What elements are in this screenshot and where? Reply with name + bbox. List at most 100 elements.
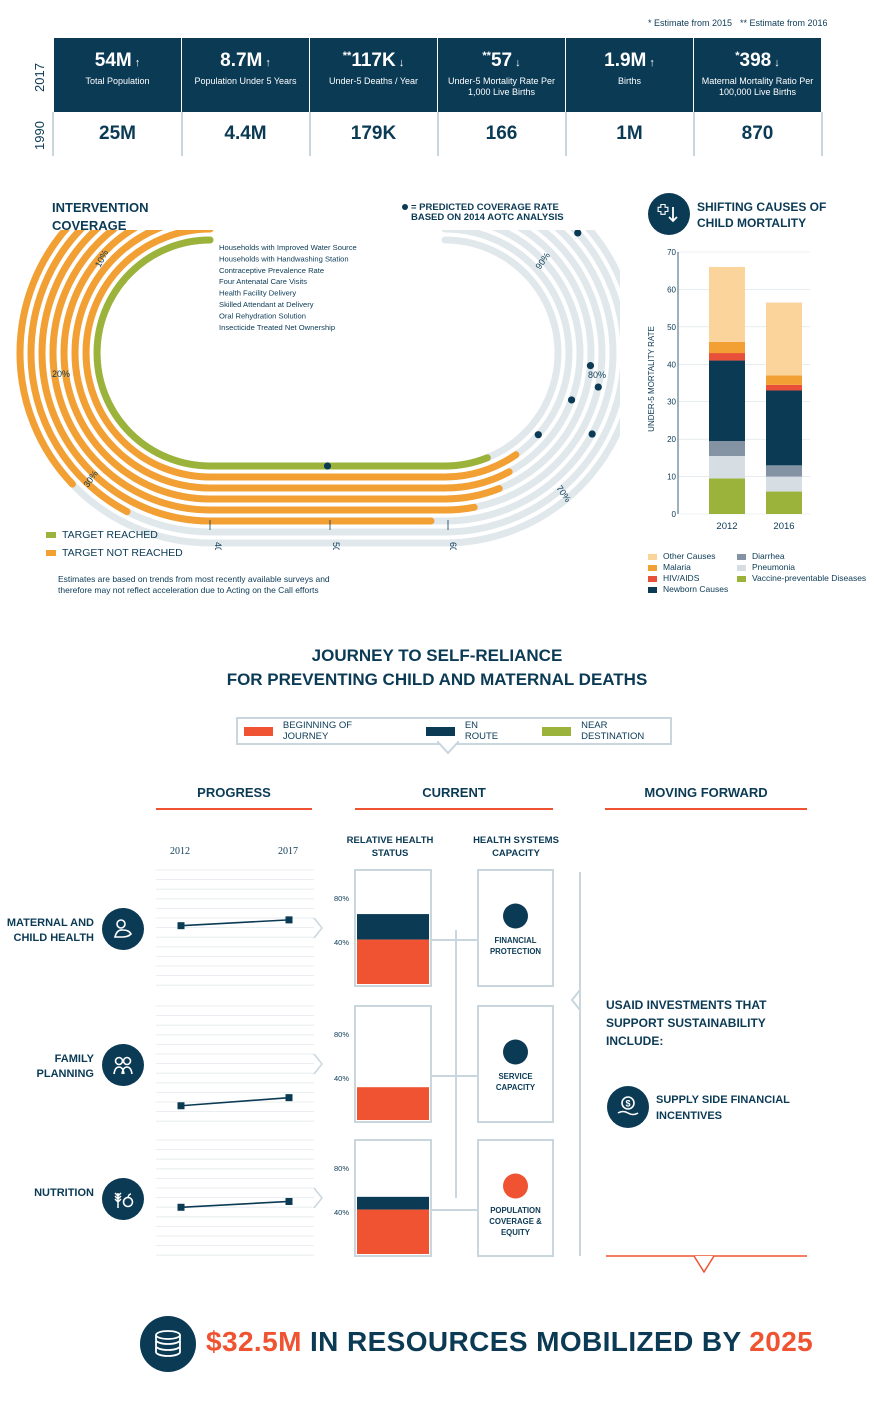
legend-pointer-icon bbox=[437, 741, 459, 755]
pct-40-label: 40% bbox=[334, 1074, 349, 1083]
not-reached-swatch bbox=[46, 550, 56, 557]
mortality-legend-item: Malaria bbox=[648, 562, 691, 572]
legend-label: Other Causes bbox=[663, 551, 716, 561]
coverage-series-label: Insecticide Treated Net Ownership bbox=[219, 323, 335, 332]
legend-swatch bbox=[648, 575, 657, 582]
stat-2017-cell: 54M ↑ Total Population bbox=[54, 38, 181, 112]
year-end-label: 2017 bbox=[278, 846, 298, 857]
stat-1990-value: 25M bbox=[54, 112, 183, 156]
table-left-border bbox=[52, 112, 54, 156]
y-tick-label: 20 bbox=[667, 435, 676, 444]
progress-pointer-icon bbox=[313, 1053, 323, 1075]
y-tick-label: 0 bbox=[672, 510, 677, 519]
x-tick-label: 2016 bbox=[773, 521, 794, 532]
mortality-bar-segment bbox=[709, 478, 745, 514]
target-reached-label: TARGET REACHED bbox=[62, 529, 158, 541]
stat-2017-cell: **57 ↓ Under-5 Mortality Rate Per 1,000 Li… bbox=[438, 38, 565, 112]
category-label-line1: MATERNAL AND bbox=[6, 917, 94, 929]
trend-arrow-icon: ↓ bbox=[398, 57, 405, 69]
coverage-bar bbox=[16, 230, 620, 547]
stat-2017-cell: 8.7M ↑ Population Under 5 Years bbox=[182, 38, 309, 112]
predicted-coverage-dot bbox=[594, 383, 602, 391]
journey-legend-swatch bbox=[244, 726, 273, 736]
progress-point bbox=[285, 916, 293, 924]
mortality-bar-segment bbox=[766, 384, 802, 391]
relative-health-heading: RELATIVE HEALTH STATUS bbox=[346, 835, 434, 859]
resources-banner: $32.5M IN RESOURCES MOBILIZED BY 2025 bbox=[206, 1326, 813, 1358]
mortality-bar-segment bbox=[766, 390, 802, 466]
year-2017-label: 2017 bbox=[32, 63, 47, 92]
pct-40-label: 40% bbox=[334, 1208, 349, 1217]
incentives-line2: INCENTIVES bbox=[656, 1110, 723, 1122]
mortality-bar-segment bbox=[709, 341, 745, 354]
coverage-bar bbox=[60, 230, 595, 503]
stat-label: Births bbox=[617, 76, 641, 86]
journey-legend-swatch bbox=[425, 726, 455, 736]
predicted-coverage-dot bbox=[567, 396, 576, 404]
mortality-legend-item: Diarrhea bbox=[737, 551, 785, 561]
coverage-title-line1: INTERVENTION bbox=[52, 200, 149, 215]
moving-forward-underline bbox=[605, 808, 807, 810]
predicted-coverage-dot bbox=[323, 462, 332, 470]
en-route-bar bbox=[357, 1196, 429, 1210]
journey-legend-label: BEGINNING OF JOURNEY bbox=[282, 720, 353, 742]
journey-legend-swatch bbox=[542, 726, 572, 736]
coverage-series-label: Households with Improved Water Source bbox=[219, 243, 357, 252]
progress-point bbox=[285, 1094, 293, 1102]
capacity-indicator bbox=[503, 1173, 528, 1199]
coverage-tick-label: 50% bbox=[331, 542, 341, 550]
journey-legend: BEGINNING OF JOURNEY EN ROUTE NEAR DESTINA… bbox=[236, 717, 672, 745]
journey-title: JOURNEY TO SELF-RELIANCE FOR PREVENTING … bbox=[0, 644, 874, 692]
mortality-legend-item: Pneumonia bbox=[737, 562, 795, 572]
progress-pointer-icon bbox=[313, 1187, 323, 1209]
usaid-line3: INCLUDE: bbox=[606, 1034, 664, 1048]
stat-estimate-marker: ** bbox=[342, 50, 352, 62]
predicted-coverage-dot bbox=[534, 431, 542, 439]
journey-chart: 80% 40% FINANCIAL PROTECTION 80% 40% SERVICE CA… bbox=[156, 869, 807, 1274]
pct-80-label: 80% bbox=[334, 894, 349, 903]
stat-1990-value: 179K bbox=[310, 112, 439, 156]
stat-2017-value: 54M ↑ bbox=[54, 50, 181, 72]
mortality-legend-item: Other Causes bbox=[648, 551, 715, 561]
stat-2017-number: 1.9M bbox=[604, 50, 647, 71]
legend-label: Pneumonia bbox=[752, 562, 796, 572]
coverage-bar bbox=[49, 230, 606, 514]
footnote-line1: Estimates are based on trends from most … bbox=[58, 574, 330, 584]
progress-line bbox=[180, 1096, 290, 1107]
capacity-indicator bbox=[503, 1039, 528, 1065]
coverage-bar bbox=[93, 236, 562, 470]
incentives-label: SUPPLY SIDE FINANCIAL INCENTIVES bbox=[656, 1092, 790, 1124]
predicted-line1: = PREDICTED COVERAGE RATE bbox=[411, 202, 559, 213]
stat-label: Total Population bbox=[85, 76, 150, 86]
beginning-bar bbox=[357, 939, 429, 984]
forward-pointer-icon bbox=[570, 989, 581, 1011]
stat-2017-number: 117K bbox=[351, 50, 396, 71]
coins-icon bbox=[140, 1316, 196, 1372]
coverage-footnote: Estimates are based on trends from most … bbox=[58, 574, 330, 596]
progress-line bbox=[180, 1200, 290, 1209]
legend-swatch bbox=[648, 553, 657, 560]
coverage-series-label: Four Antenatal Care Visits bbox=[219, 277, 307, 286]
pct-80-label: 80% bbox=[334, 1030, 349, 1039]
stat-2017-cell: 1.9M ↑ Births bbox=[566, 38, 693, 112]
coverage-track-lane bbox=[93, 236, 562, 470]
mortality-legend-item: Vaccine-preventable Diseases bbox=[737, 573, 866, 583]
journey-legend-label: NEAR DESTINATION bbox=[581, 720, 645, 742]
mortality-bar-segment bbox=[709, 441, 745, 456]
coverage-bar bbox=[82, 230, 573, 481]
legend-label: Vaccine-preventable Diseases bbox=[752, 573, 867, 583]
forward-down-pointer-icon bbox=[693, 1255, 715, 1274]
coverage-track-chart: Households with Improved Water Source Hou… bbox=[16, 230, 620, 550]
journey-legend-label: EN ROUTE bbox=[464, 720, 499, 742]
stat-1990-value: 4.4M bbox=[182, 112, 311, 156]
legend-swatch bbox=[648, 564, 657, 571]
progress-pointer-icon bbox=[313, 917, 323, 939]
trend-arrow-icon: ↓ bbox=[515, 57, 521, 69]
mortality-bar-segment bbox=[766, 465, 802, 477]
target-not-reached-label: TARGET NOT REACHED bbox=[62, 547, 183, 559]
coverage-bar bbox=[71, 230, 584, 492]
mortality-bar-segment bbox=[766, 491, 802, 514]
y-tick-label: 70 bbox=[667, 248, 676, 257]
stat-estimate-marker: ** bbox=[482, 50, 491, 62]
capacity-label: EQUITY bbox=[501, 1228, 531, 1237]
